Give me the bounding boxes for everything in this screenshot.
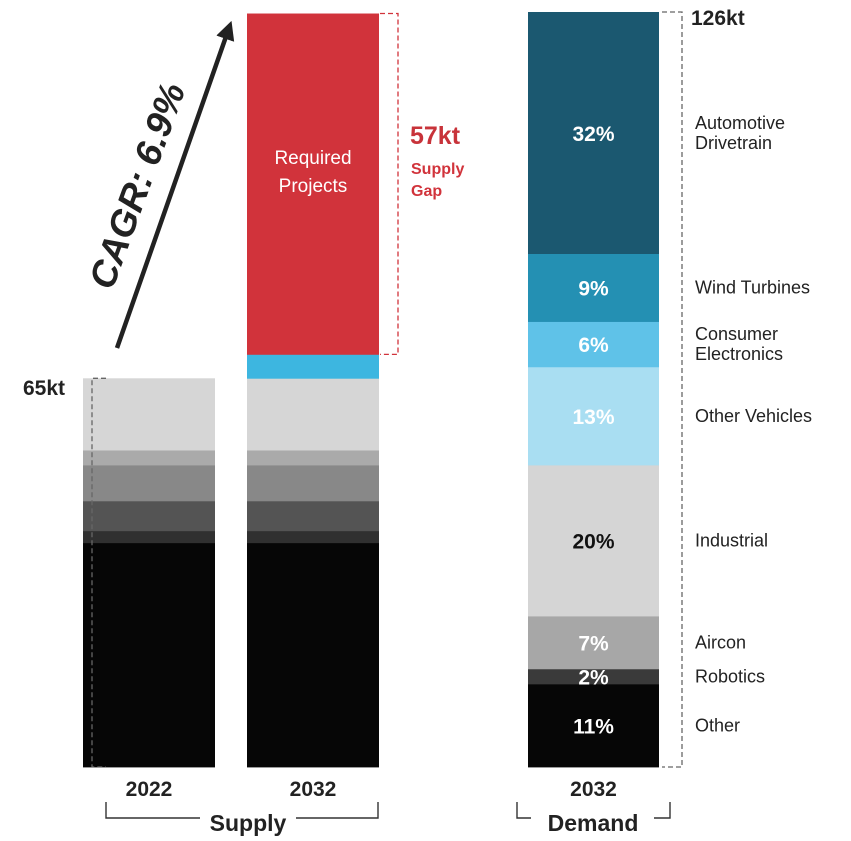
demand-category-label-4: Other Vehicles [695, 406, 812, 426]
supply-segment-2022-2 [83, 500, 215, 532]
base-bracket [91, 377, 106, 768]
supply-segment-2032-6 [247, 354, 379, 379]
demand-bracket [662, 11, 683, 768]
supply-segment-2022-0 [83, 542, 215, 768]
supply-year-label-2022: 2022 [126, 778, 173, 801]
demand-category-label-6: Wind Turbines [695, 278, 810, 298]
demand-pct-label-0: 11% [573, 716, 614, 739]
demand-category-label-2: Aircon [695, 632, 746, 652]
gap-bracket [380, 12, 399, 356]
cagr-label: CAGR: 6.9% [81, 77, 193, 294]
cagr-arrow [114, 20, 235, 349]
demand-pct-label-1: 2% [578, 666, 609, 689]
supply-segment-2032-3 [247, 465, 379, 502]
supply-segment-2032-5 [247, 378, 379, 451]
supply-segment-2032-0 [247, 542, 379, 768]
demand-segment-4 [528, 366, 659, 466]
demand-pct-label-4: 13% [572, 406, 614, 429]
demand-category-label-3: Industrial [695, 531, 768, 551]
demand-pct-label-7: 32% [572, 123, 614, 146]
supply-segment-2032-2 [247, 500, 379, 532]
supply-segment-2022-5 [83, 378, 215, 451]
demand-segment-2 [528, 616, 659, 670]
demand-category-label-1: Robotics [695, 666, 765, 686]
supply-gap-value: 57kt [410, 122, 461, 150]
supply-segment-2022-1 [83, 530, 215, 544]
demand-pct-label-3: 20% [572, 531, 614, 554]
demand-segment-0 [528, 683, 659, 768]
demand-segment-6 [528, 253, 659, 322]
demand-year-label: 2032 [570, 778, 617, 801]
required-projects-label: Required Projects [274, 148, 351, 197]
demand-group: 11% Other 2% Robotics 7% Aircon 20% Industrial 1… [516, 7, 812, 836]
supply-segment-2022-4 [83, 450, 215, 466]
demand-group-label: Demand [548, 810, 639, 836]
demand-segment-1 [528, 668, 659, 685]
supply-group: 2022 2032 Required Projects 65kt 57kt Supply Ga… [23, 12, 464, 836]
supply-segment-2022-3 [83, 465, 215, 502]
demand-pct-label-6: 9% [578, 278, 609, 301]
demand-pct-label-5: 6% [578, 334, 609, 357]
demand-segment-5 [528, 321, 659, 368]
supply-gap-label: Supply Gap [411, 161, 464, 200]
demand-segment-7 [528, 12, 659, 254]
supply-segment-2032-7 [247, 13, 379, 355]
demand-pct-label-2: 7% [578, 632, 609, 655]
demand-group-bracket [516, 802, 671, 819]
demand-category-label-5: Consumer Electronics [695, 324, 783, 364]
annotations: CAGR: 6.9% [81, 20, 235, 349]
demand-category-label-0: Other [695, 716, 740, 736]
supply-segment-2032-4 [247, 450, 379, 466]
bar-separator [240, 375, 247, 767]
demand-total-label: 126kt [691, 7, 745, 30]
supply-base-total-label: 65kt [23, 377, 65, 400]
supply-group-label: Supply [210, 810, 287, 836]
supply-segment-2032-1 [247, 530, 379, 544]
supply-group-bracket [105, 802, 379, 819]
supply-year-label-2032: 2032 [290, 778, 337, 801]
demand-segment-3 [528, 465, 659, 617]
demand-category-label-7: Automotive Drivetrain [695, 113, 785, 153]
